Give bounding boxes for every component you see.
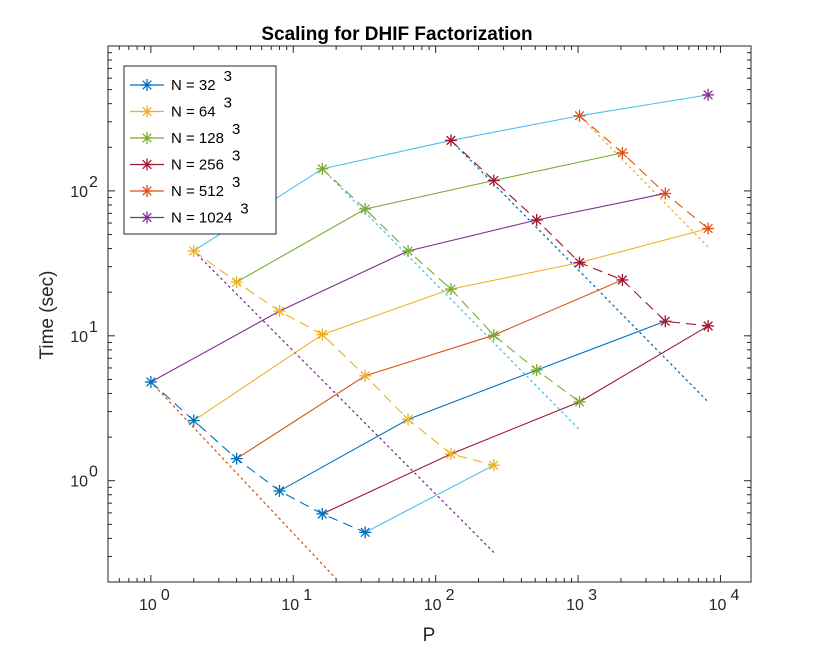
data-point-n-256-3: [659, 315, 672, 328]
data-point-n-128-3: [444, 283, 457, 296]
legend-label: N = 64: [171, 104, 216, 121]
data-point-n-512-3: [702, 222, 715, 235]
legend-label: N = 512: [171, 183, 224, 200]
data-point-n-256-3: [702, 319, 715, 332]
data-point-n-256-3: [487, 174, 500, 187]
data-point-n-32-3: [273, 484, 286, 497]
data-point-n-512-3: [573, 109, 586, 122]
legend-marker: [141, 185, 153, 197]
data-point-n-64-3: [316, 328, 329, 341]
data-point-n-64-3: [230, 276, 243, 289]
data-point-n-64-3: [487, 459, 500, 472]
series-line-ideal-32-3: [150, 381, 340, 583]
axis-ticks: [107, 46, 751, 583]
legend-marker: [141, 132, 153, 144]
data-point-n-64-3: [273, 305, 286, 318]
series-line-weak-2048-3-per-proc: [236, 152, 623, 283]
series-line-weak-64-3-per-proc: [279, 320, 666, 492]
data-point-n-256-3: [444, 134, 457, 147]
chart-title: Scaling for DHIF Factorization: [261, 24, 532, 45]
data-point-n-128-3: [402, 244, 415, 257]
series-line-ideal-64-3: [193, 250, 495, 554]
data-series: [144, 88, 715, 539]
x-tick-exponent: 3: [588, 587, 597, 604]
data-point-n-32-3: [359, 526, 372, 539]
y-tick-label: 10: [70, 474, 88, 491]
data-point-n-128-3: [530, 364, 543, 377]
series-line-weak-256-3-per-proc: [236, 279, 623, 460]
data-point-n-128-3: [359, 203, 372, 216]
legend-exponent: 3: [240, 201, 248, 218]
legend-marker: [141, 158, 153, 171]
y-tick-label: 10: [70, 329, 88, 346]
data-point-n-32-3: [316, 507, 329, 520]
data-point-n-64-3: [187, 244, 200, 257]
x-tick-exponent: 2: [446, 587, 455, 604]
x-tick-label: 10: [281, 597, 299, 614]
x-tick-label: 10: [566, 597, 584, 614]
data-point-n-64-3: [402, 413, 415, 426]
data-point-n-512-3: [616, 146, 629, 159]
x-tick-exponent: 1: [303, 587, 312, 604]
data-point-n-1024-3: [702, 88, 715, 101]
series-line-n-32-3: [150, 381, 366, 533]
series-line-weak-128-3-per-proc: [322, 325, 709, 515]
legend-exponent: 3: [232, 121, 240, 138]
x-axis-label: P: [423, 625, 436, 646]
data-point-n-64-3: [359, 369, 372, 382]
x-tick-label: 10: [424, 597, 442, 614]
y-tick-label: 10: [70, 184, 88, 201]
legend-exponent: 3: [224, 95, 232, 112]
data-point-n-256-3: [573, 256, 586, 269]
data-point-n-128-3: [487, 329, 500, 342]
data-point-n-256-3: [530, 213, 543, 226]
y-tick-exponent: 2: [89, 174, 98, 191]
x-tick-label: 10: [139, 597, 157, 614]
data-point-n-32-3: [144, 376, 157, 389]
data-point-n-128-3: [573, 395, 586, 408]
legend-exponent: 3: [224, 68, 232, 85]
legend-marker: [141, 79, 153, 91]
y-tick-exponent: 1: [89, 319, 98, 336]
data-point-n-64-3: [444, 447, 457, 460]
legend-label: N = 1024: [171, 210, 232, 227]
data-point-n-128-3: [316, 162, 329, 175]
legend-exponent: 3: [232, 148, 240, 165]
data-point-n-256-3: [616, 273, 629, 286]
legend-exponent: 3: [232, 174, 240, 191]
series-line-n-512-3: [579, 115, 709, 229]
y-axis-label: Time (sec): [37, 270, 58, 359]
legend-marker: [141, 211, 153, 224]
data-point-n-512-3: [659, 187, 672, 200]
data-point-n-32-3: [187, 414, 200, 427]
y-tick-exponent: 0: [89, 464, 98, 481]
legend-marker: [141, 105, 153, 118]
legend: N = 32 3 N = 64 3 N = 128 3 N = 256 3 N = 512 3 N …: [123, 65, 277, 235]
legend-label: N = 256: [171, 157, 224, 174]
series-line-n-64-3: [193, 250, 494, 466]
x-tick-exponent: 0: [161, 587, 170, 604]
x-tick-exponent: 4: [730, 587, 739, 604]
series-line-weak-32-3-per-proc: [364, 464, 495, 533]
legend-box: [123, 65, 277, 235]
data-point-n-32-3: [230, 452, 243, 465]
legend-label: N = 128: [171, 130, 224, 147]
legend-label: N = 32: [171, 77, 216, 94]
x-tick-label: 10: [709, 597, 727, 614]
